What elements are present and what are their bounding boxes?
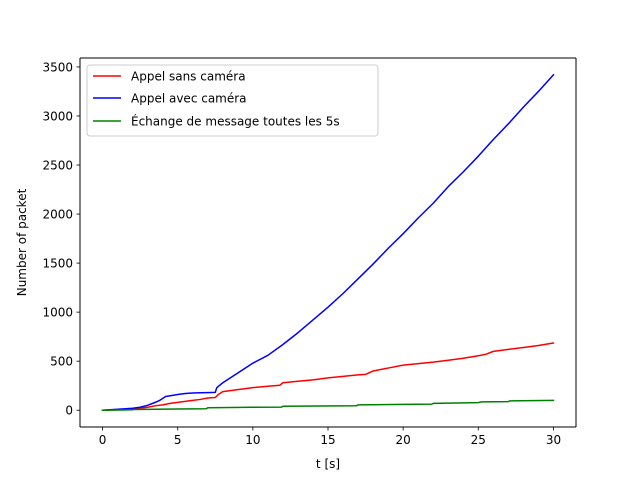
x-tick-label: 20	[396, 433, 411, 447]
y-axis-title: Number of packet	[15, 188, 29, 296]
x-tick-label: 30	[546, 433, 561, 447]
y-tick-label: 3000	[42, 109, 73, 123]
y-tick-label: 2000	[42, 208, 73, 222]
legend: Appel sans caméra Appel avec caméra Écha…	[86, 64, 379, 137]
x-axis-ticks: 0 5 10 15 20 25 30	[99, 427, 561, 447]
series-line-echange-de-message-toutes-les-5s	[101, 399, 555, 411]
legend-label-appel-sans-camera: Appel sans caméra	[131, 70, 246, 84]
y-tick-label: 1500	[42, 257, 73, 271]
x-tick-label: 0	[99, 433, 107, 447]
legend-box	[86, 64, 379, 137]
y-axis-ticks: 0 500 1000 1500 2000 2500 3000 3500	[42, 60, 80, 418]
legend-label-appel-avec-camera: Appel avec caméra	[131, 92, 247, 106]
y-tick-label: 0	[65, 404, 73, 418]
x-tick-label: 10	[245, 433, 260, 447]
series-layer	[101, 73, 555, 412]
x-tick-label: 5	[174, 433, 182, 447]
x-tick-label: 25	[471, 433, 486, 447]
y-tick-label: 1000	[42, 306, 73, 320]
y-tick-label: 3500	[42, 60, 73, 74]
series-line-appel-sans-camera	[101, 342, 555, 412]
x-tick-label: 15	[320, 433, 335, 447]
series-line-appel-avec-camera	[101, 73, 555, 412]
x-axis-title: t [s]	[316, 457, 340, 471]
y-tick-label: 500	[50, 355, 73, 369]
legend-label-echange-de-message: Échange de message toutes les 5s	[131, 114, 340, 129]
y-tick-label: 2500	[42, 159, 73, 173]
